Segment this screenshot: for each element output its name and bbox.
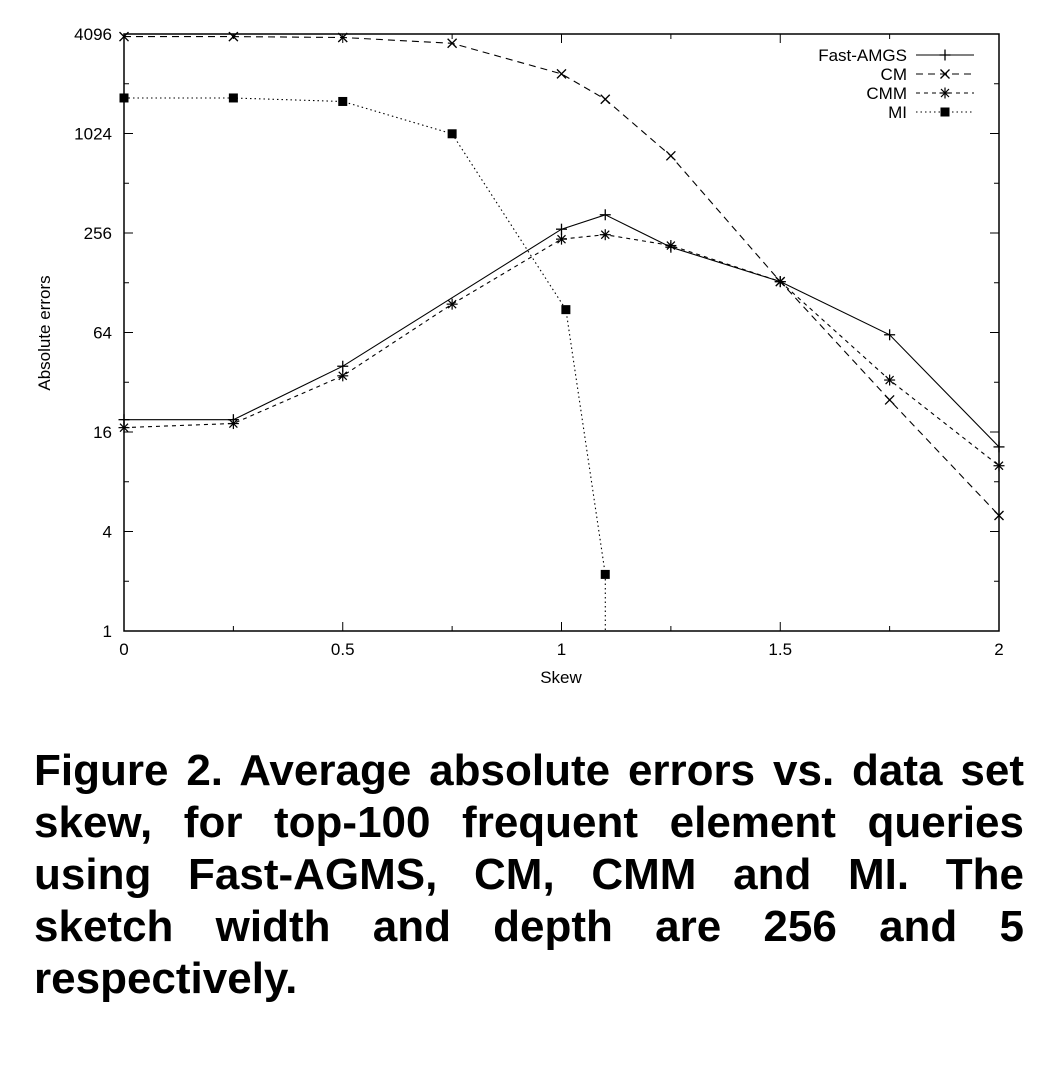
legend-label: CM <box>881 65 907 84</box>
data-point-cmm <box>118 422 130 434</box>
legend-marker <box>939 49 951 61</box>
x-tick-label: 1 <box>557 640 566 659</box>
series-line-cm <box>124 36 1000 516</box>
plot-frame <box>123 33 1000 632</box>
legend-label: MI <box>888 103 907 122</box>
data-point-cmm <box>665 240 677 252</box>
line-chart: 0 0.5 1 1.5 2 1 4 16 64 256 1024 4096 Skew Absolut… <box>35 25 1005 687</box>
series-cmm <box>118 229 1005 472</box>
data-point-cm <box>447 38 458 49</box>
data-point-cm <box>228 31 239 42</box>
data-point-fast-amgs <box>556 223 567 235</box>
data-point-cm <box>600 94 611 105</box>
y-tick-labels: 1 4 16 64 256 1024 4096 <box>74 25 112 641</box>
data-point-mi <box>119 93 129 103</box>
y-tick-label: 64 <box>93 324 112 343</box>
series-cm <box>119 31 1004 521</box>
x-axis-title: Skew <box>540 668 582 687</box>
data-point-cmm <box>556 233 567 245</box>
y-tick-label: 16 <box>93 423 112 442</box>
data-point-fast-amgs <box>993 441 1005 453</box>
x-tick-label: 0.5 <box>331 640 355 659</box>
data-point-cmm <box>599 229 611 241</box>
data-point-cmm <box>774 276 786 288</box>
data-point-cm <box>337 32 348 43</box>
data-point-cmm <box>227 418 239 430</box>
y-tick-label: 1 <box>103 622 112 641</box>
y-tick-label: 256 <box>84 224 112 243</box>
x-tick-label: 1.5 <box>768 640 792 659</box>
data-point-fast-amgs <box>884 329 896 341</box>
legend-label: CMM <box>866 84 907 103</box>
data-point-mi <box>447 129 457 139</box>
y-axis-title: Absolute errors <box>35 275 54 390</box>
series-mi <box>119 93 610 631</box>
data-point-cmm <box>446 298 458 310</box>
data-point-mi <box>561 305 571 315</box>
legend-label: Fast-AMGS <box>818 46 907 65</box>
axis-ticks <box>123 33 1000 632</box>
data-point-cm <box>665 150 676 161</box>
data-point-cm <box>119 31 129 42</box>
y-tick-label: 4 <box>103 523 112 542</box>
x-tick-label: 2 <box>994 640 1003 659</box>
legend-item-fast-amgs: Fast-AMGS <box>818 46 974 65</box>
legend-item-mi: MI <box>888 103 974 122</box>
data-point-cm <box>884 395 895 405</box>
y-tick-label: 4096 <box>74 25 112 44</box>
legend-item-cmm: CMM <box>866 84 974 103</box>
data-point-cm <box>556 68 567 79</box>
x-tick-labels: 0 0.5 1 1.5 2 <box>119 640 1003 659</box>
series-line-cmm <box>123 234 1000 467</box>
data-point-cm <box>994 510 1004 521</box>
legend-marker <box>939 87 951 99</box>
legend-marker <box>940 69 950 79</box>
series-layer <box>118 31 1005 631</box>
data-point-fast-amgs <box>599 209 611 221</box>
data-point-cmm <box>884 374 896 386</box>
series-line-fast-amgs <box>124 214 1000 448</box>
data-point-mi <box>338 96 348 106</box>
legend-marker <box>940 107 950 117</box>
legend-item-cm: CM <box>881 65 974 84</box>
x-tick-label: 0 <box>119 640 128 659</box>
y-tick-label: 1024 <box>74 125 112 144</box>
data-point-cmm <box>993 460 1005 472</box>
data-point-mi <box>600 569 610 579</box>
data-point-fast-amgs <box>337 360 349 372</box>
data-point-mi <box>228 93 238 103</box>
series-line-mi <box>124 97 606 631</box>
data-point-cmm <box>337 370 349 382</box>
figure-caption: Figure 2. Average absolute errors vs. da… <box>34 746 1024 1003</box>
